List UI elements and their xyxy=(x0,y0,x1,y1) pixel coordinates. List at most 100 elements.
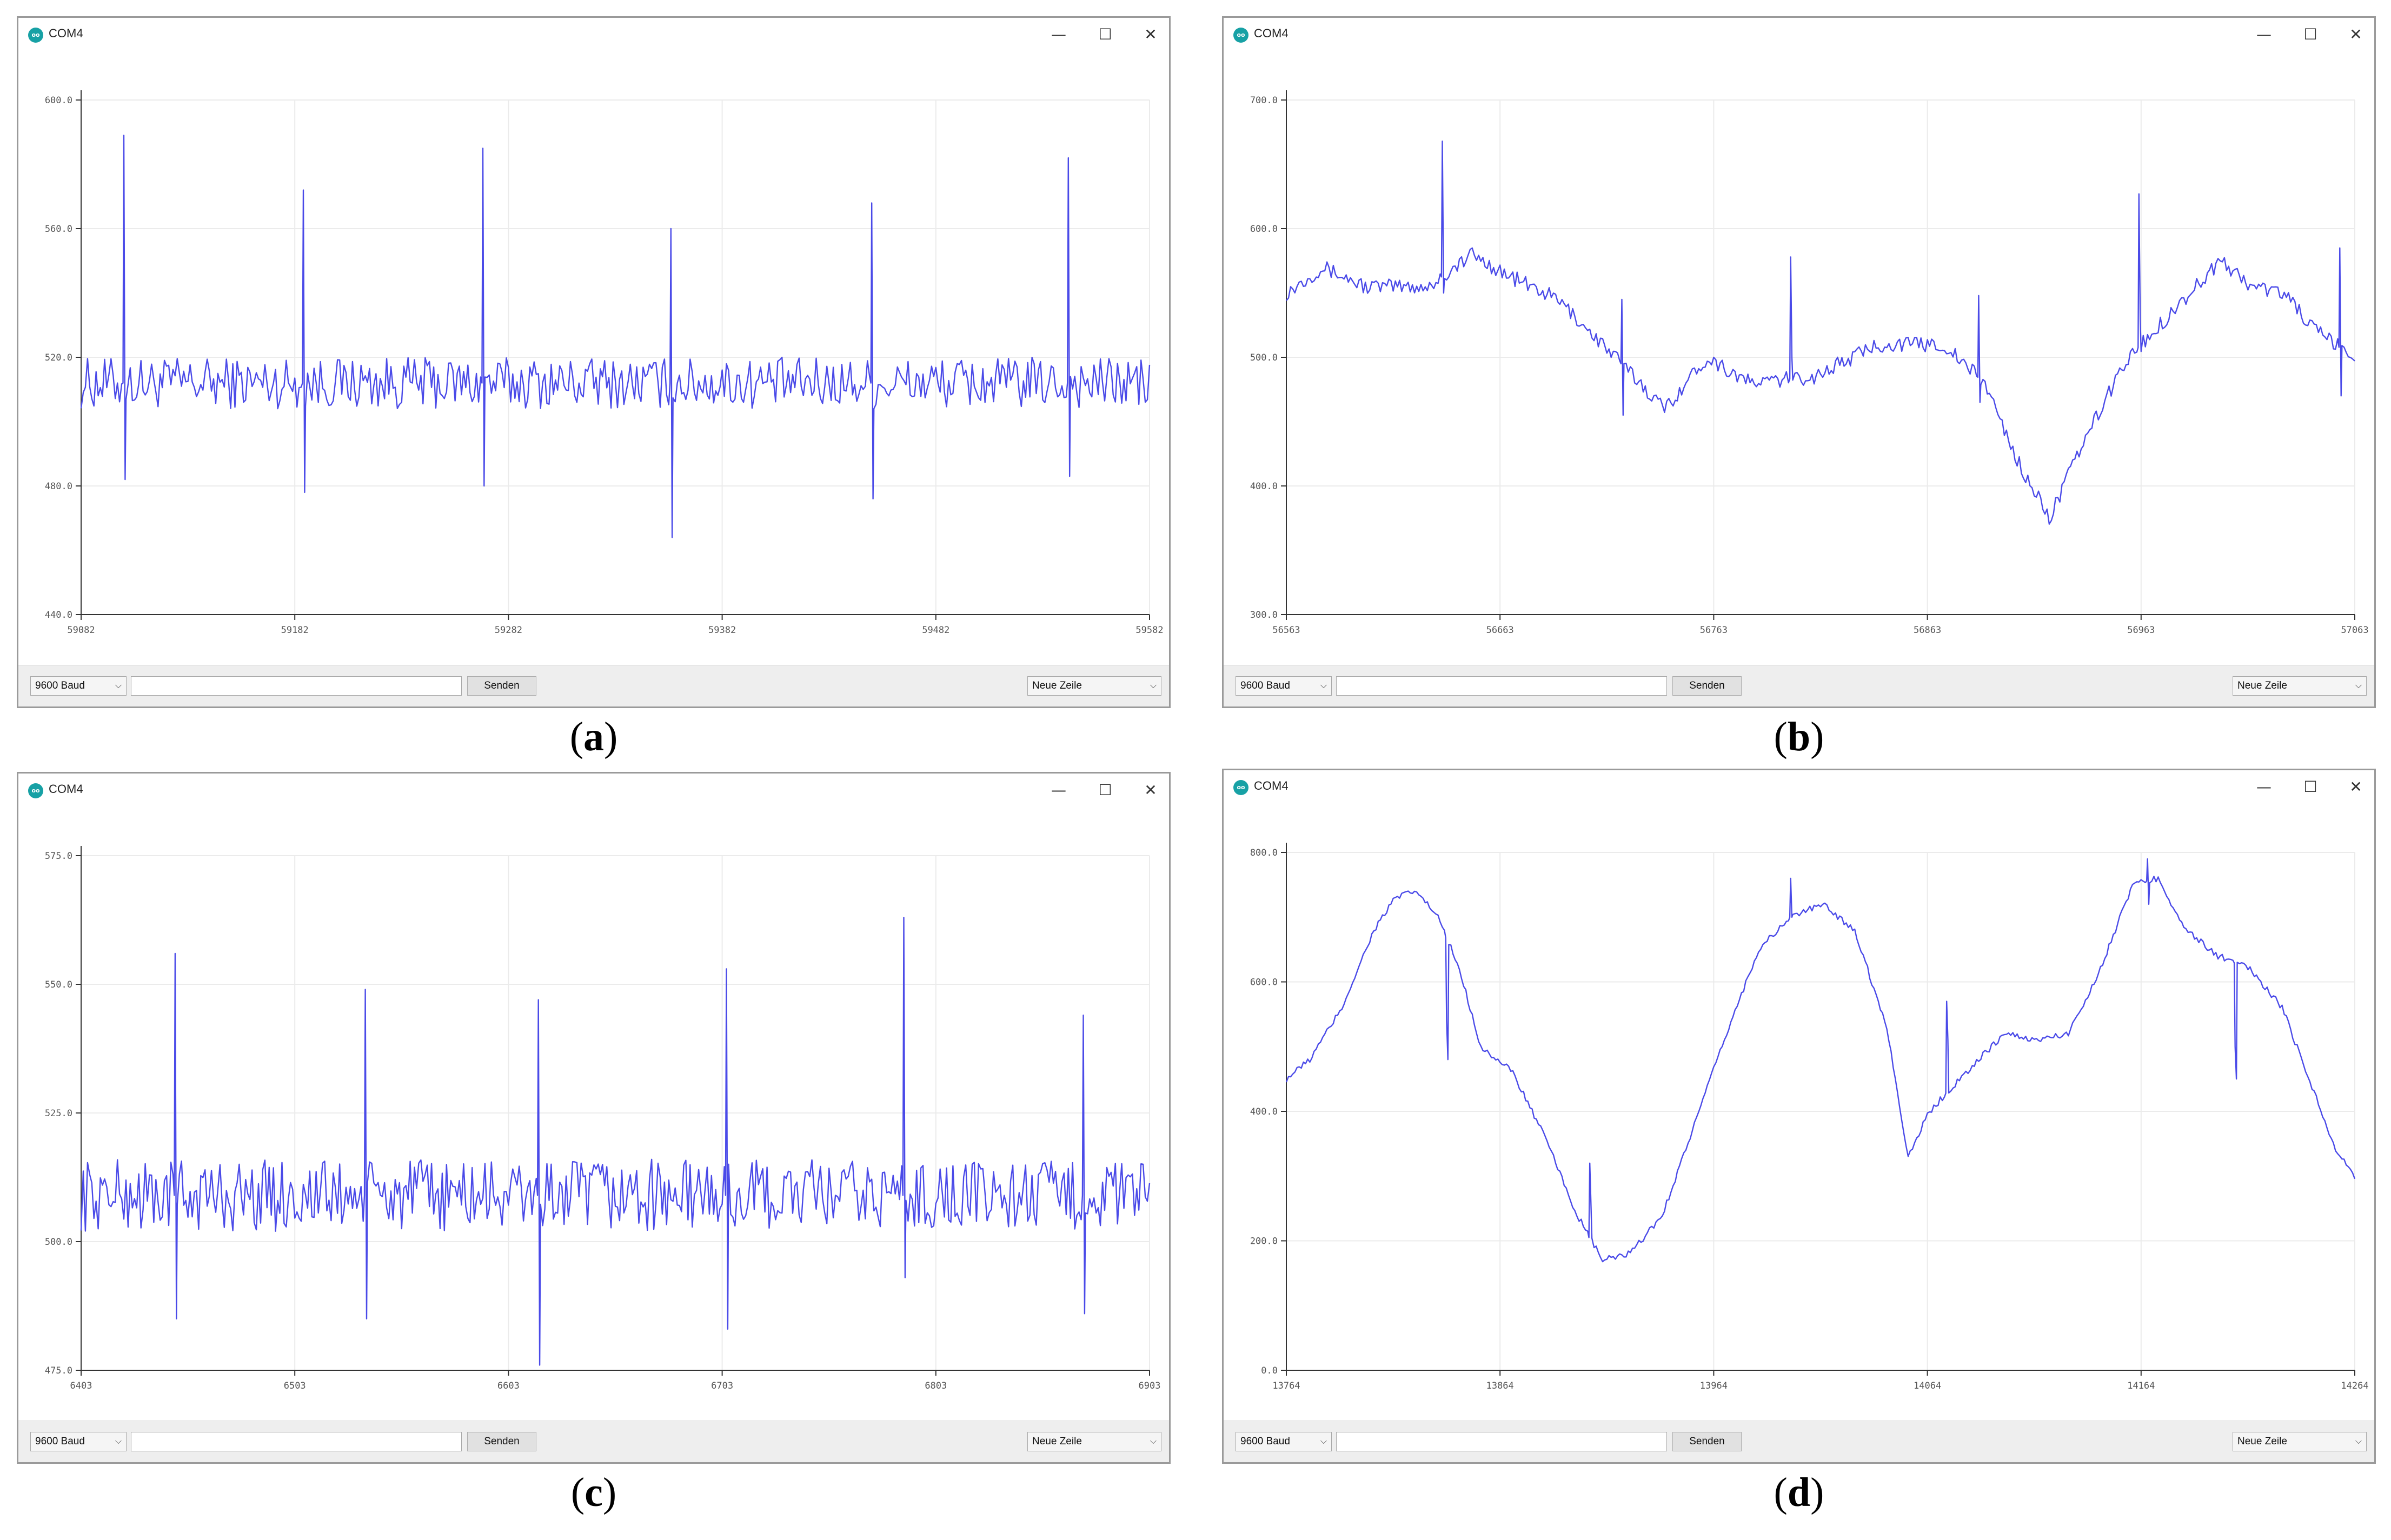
y-tick-label: 600.0 xyxy=(1250,224,1278,235)
close-icon[interactable]: ✕ xyxy=(1144,25,1157,43)
signal-line xyxy=(1286,141,2355,525)
serial-plotter-window: oo COM4 — ☐ ✕ 0.0 200.0 400.0 600.0 800.0 137… xyxy=(1222,769,2376,1464)
send-input[interactable] xyxy=(131,1432,462,1451)
serial-plotter-window: oo COM4 — ☐ ✕ 300.0 400.0 500.0 600.0 700.0 5… xyxy=(1222,16,2376,708)
title-bar[interactable]: oo COM4 — ☐ ✕ xyxy=(1224,770,2374,805)
baud-rate-label: 9600 Baud xyxy=(1240,680,1290,691)
arduino-icon: oo xyxy=(1233,28,1248,43)
x-tick-label: 56663 xyxy=(1486,625,1514,636)
serial-toolbar: 9600 Baud ⌵ Senden Neue Zeile ⌵ xyxy=(18,665,1169,706)
baud-rate-select[interactable]: 9600 Baud ⌵ xyxy=(1236,1432,1332,1451)
y-tick-label: 200.0 xyxy=(1250,1236,1278,1247)
y-tick-label: 600.0 xyxy=(45,95,72,106)
baud-rate-label: 9600 Baud xyxy=(35,680,85,691)
minimize-icon[interactable]: — xyxy=(2256,25,2272,43)
line-ending-select[interactable]: Neue Zeile ⌵ xyxy=(1027,676,1161,696)
y-tick-label: 575.0 xyxy=(45,851,72,862)
maximize-icon[interactable]: ☐ xyxy=(2303,25,2317,43)
plot-area: 475.0 500.0 525.0 550.0 575.0 6403 6503 6603 670… xyxy=(18,808,1169,1421)
x-tick-label: 59182 xyxy=(281,625,309,636)
x-tick-label: 59382 xyxy=(708,625,736,636)
plot-svg: 440.0 480.0 520.0 560.0 600.0 59082 59182 59282… xyxy=(45,90,1164,636)
minimize-icon[interactable]: — xyxy=(1051,25,1066,43)
plot-svg: 475.0 500.0 525.0 550.0 575.0 6403 6503 6603 670… xyxy=(45,846,1161,1391)
line-ending-select[interactable]: Neue Zeile ⌵ xyxy=(2233,1432,2367,1451)
x-tick-label: 14264 xyxy=(2341,1381,2368,1391)
send-button[interactable]: Senden xyxy=(467,1432,536,1451)
window-title: COM4 xyxy=(49,782,83,796)
x-tick-label: 6803 xyxy=(925,1381,947,1391)
x-tick-label: 56563 xyxy=(1272,625,1300,636)
title-bar[interactable]: oo COM4 — ☐ ✕ xyxy=(1224,18,2374,52)
x-tick-label: 59582 xyxy=(1135,625,1163,636)
plot-area: 0.0 200.0 400.0 600.0 800.0 13764 13864 13964 14… xyxy=(1224,805,2374,1421)
baud-rate-label: 9600 Baud xyxy=(1240,1436,1290,1447)
maximize-icon[interactable]: ☐ xyxy=(1098,25,1112,43)
y-tick-label: 500.0 xyxy=(45,1237,72,1248)
figure-caption: (b) xyxy=(1774,714,1824,759)
chevron-down-icon: ⌵ xyxy=(1150,1437,1157,1446)
send-button[interactable]: Senden xyxy=(1672,676,1742,696)
plot-area: 300.0 400.0 500.0 600.0 700.0 56563 56663 56763… xyxy=(1224,52,2374,665)
close-icon[interactable]: ✕ xyxy=(1144,781,1157,799)
plot-svg: 300.0 400.0 500.0 600.0 700.0 56563 56663 56763… xyxy=(1250,90,2369,636)
chevron-down-icon: ⌵ xyxy=(1150,681,1157,690)
x-tick-label: 59282 xyxy=(495,625,522,636)
x-tick-label: 56863 xyxy=(1914,625,1941,636)
send-button[interactable]: Senden xyxy=(1672,1432,1742,1451)
send-input[interactable] xyxy=(1336,1432,1667,1451)
line-ending-select[interactable]: Neue Zeile ⌵ xyxy=(1027,1432,1161,1451)
y-tick-label: 800.0 xyxy=(1250,848,1278,858)
x-tick-label: 14164 xyxy=(2127,1381,2155,1391)
y-tick-label: 440.0 xyxy=(45,610,72,621)
y-tick-label: 480.0 xyxy=(45,481,72,492)
serial-plotter-window: oo COM4 — ☐ ✕ 440.0 480.0 520.0 560.0 600.0 5… xyxy=(17,16,1171,708)
figure-caption: (d) xyxy=(1774,1470,1824,1515)
y-tick-label: 475.0 xyxy=(45,1365,72,1376)
baud-rate-select[interactable]: 9600 Baud ⌵ xyxy=(30,1432,127,1451)
x-tick-label: 13864 xyxy=(1486,1381,1514,1391)
title-bar[interactable]: oo COM4 — ☐ ✕ xyxy=(18,18,1169,52)
x-tick-label: 57063 xyxy=(2341,625,2368,636)
y-tick-label: 400.0 xyxy=(1250,481,1278,492)
arduino-icon: oo xyxy=(1233,780,1248,795)
x-tick-label: 14064 xyxy=(1914,1381,1941,1391)
baud-rate-select[interactable]: 9600 Baud ⌵ xyxy=(30,676,127,696)
x-tick-label: 13964 xyxy=(1700,1381,1728,1391)
baud-rate-select[interactable]: 9600 Baud ⌵ xyxy=(1236,676,1332,696)
x-tick-label: 6903 xyxy=(1139,1381,1161,1391)
maximize-icon[interactable]: ☐ xyxy=(1098,781,1112,799)
x-tick-label: 56963 xyxy=(2127,625,2155,636)
chevron-down-icon: ⌵ xyxy=(1320,681,1327,690)
signal-line xyxy=(1285,858,2356,1263)
figure-caption: (a) xyxy=(569,714,618,759)
signal-line xyxy=(80,135,1151,538)
serial-toolbar: 9600 Baud ⌵ Senden Neue Zeile ⌵ xyxy=(1224,665,2374,706)
x-tick-label: 6503 xyxy=(284,1381,306,1391)
title-bar[interactable]: oo COM4 — ☐ ✕ xyxy=(18,774,1169,808)
line-ending-label: Neue Zeile xyxy=(1032,1436,1082,1447)
send-button[interactable]: Senden xyxy=(467,676,536,696)
x-tick-label: 6703 xyxy=(711,1381,733,1391)
line-ending-select[interactable]: Neue Zeile ⌵ xyxy=(2233,676,2367,696)
window-title: COM4 xyxy=(1254,779,1289,792)
plot-svg: 0.0 200.0 400.0 600.0 800.0 13764 13864 13964 14… xyxy=(1250,843,2369,1391)
send-input[interactable] xyxy=(1336,676,1667,696)
x-tick-label: 6603 xyxy=(497,1381,520,1391)
serial-plotter-window: oo COM4 — ☐ ✕ 475.0 500.0 525.0 550.0 575.0 6… xyxy=(17,772,1171,1464)
serial-toolbar: 9600 Baud ⌵ Senden Neue Zeile ⌵ xyxy=(1224,1421,2374,1462)
x-tick-label: 59482 xyxy=(922,625,949,636)
serial-toolbar: 9600 Baud ⌵ Senden Neue Zeile ⌵ xyxy=(18,1421,1169,1462)
plot-area: 440.0 480.0 520.0 560.0 600.0 59082 59182 59282… xyxy=(18,52,1169,665)
y-tick-label: 0.0 xyxy=(1261,1365,1278,1376)
maximize-icon[interactable]: ☐ xyxy=(2303,778,2317,796)
send-input[interactable] xyxy=(131,676,462,696)
y-tick-label: 300.0 xyxy=(1250,610,1278,621)
close-icon[interactable]: ✕ xyxy=(2349,25,2362,43)
minimize-icon[interactable]: — xyxy=(2256,778,2272,796)
minimize-icon[interactable]: — xyxy=(1051,781,1066,799)
y-tick-label: 600.0 xyxy=(1250,977,1278,988)
chevron-down-icon: ⌵ xyxy=(115,1437,122,1446)
close-icon[interactable]: ✕ xyxy=(2349,778,2362,796)
line-ending-label: Neue Zeile xyxy=(2237,680,2287,691)
